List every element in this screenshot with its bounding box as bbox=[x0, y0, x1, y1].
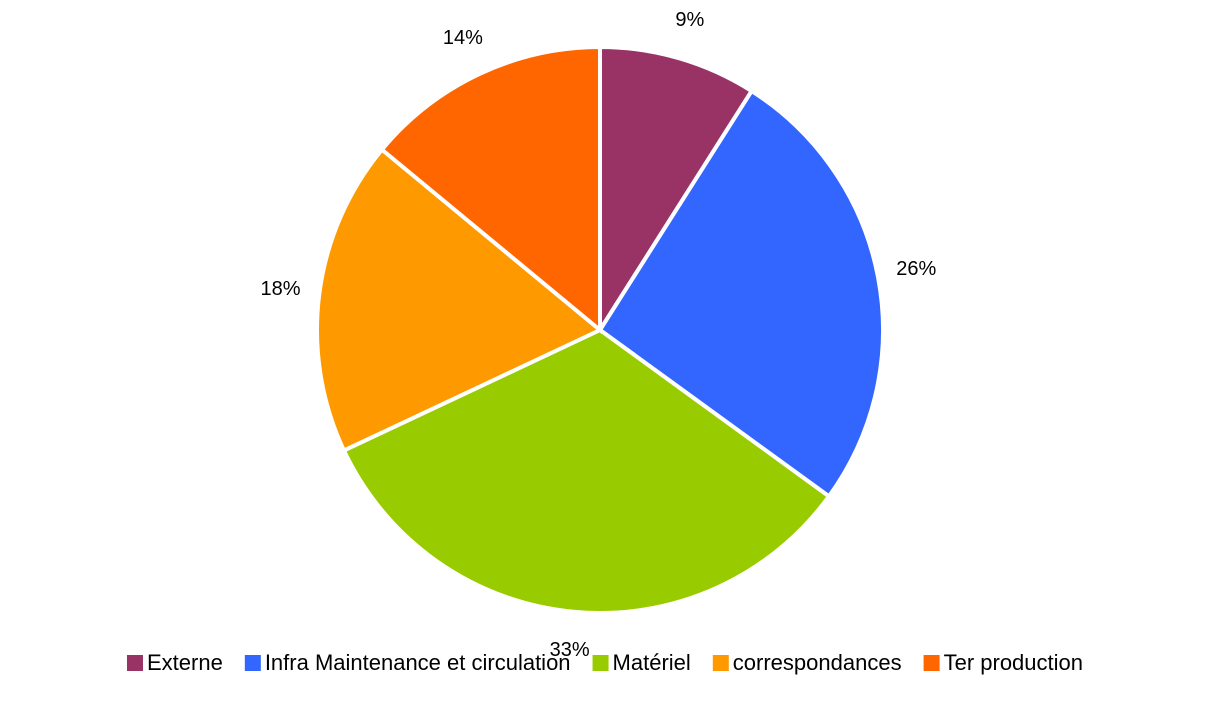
pie-slice bbox=[341, 327, 832, 615]
legend-swatch bbox=[126, 655, 143, 671]
legend-label: Ter production bbox=[944, 650, 1083, 675]
legend-swatch bbox=[592, 655, 609, 671]
pie-slice bbox=[597, 88, 885, 500]
value-label: 26% bbox=[896, 258, 936, 280]
legend-swatch bbox=[244, 655, 261, 671]
value-label: 18% bbox=[261, 278, 301, 300]
pie-slice bbox=[315, 146, 604, 454]
value-label: 14% bbox=[443, 27, 483, 49]
value-label: 33% bbox=[550, 639, 590, 661]
legend-label: Infra Maintenance et circulation bbox=[265, 650, 571, 675]
legend-label: Externe bbox=[147, 650, 223, 675]
legend-label: correspondances bbox=[733, 650, 902, 675]
legend-swatch bbox=[712, 655, 729, 671]
pie-slice bbox=[379, 44, 602, 335]
pie-slice bbox=[598, 44, 755, 337]
legend-label: Matériel bbox=[613, 650, 691, 675]
legend-swatch bbox=[923, 655, 940, 671]
value-label: 9% bbox=[675, 9, 704, 31]
